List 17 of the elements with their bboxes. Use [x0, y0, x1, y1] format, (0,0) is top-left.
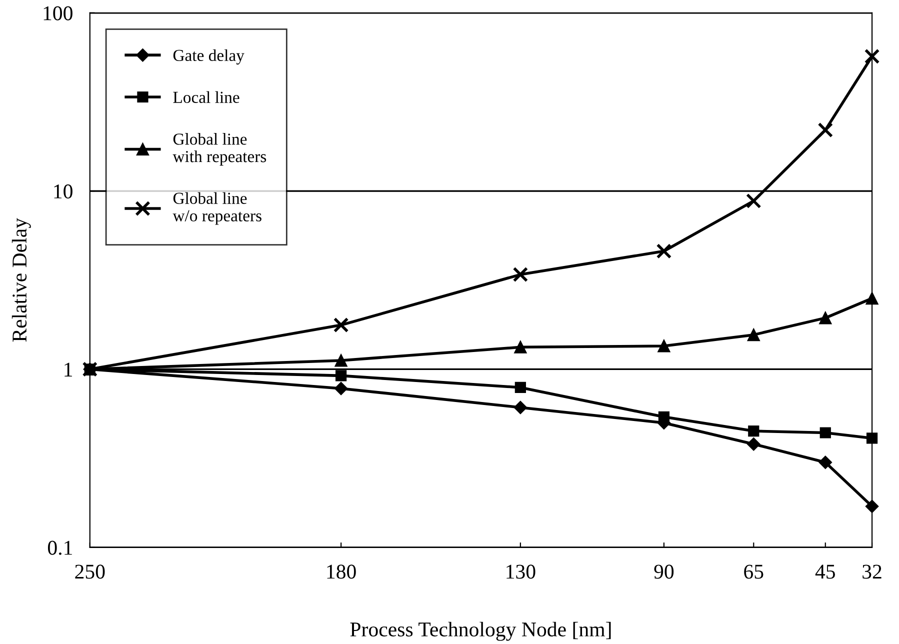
legend-label: Global line w/o repeaters [172, 192, 262, 225]
x-tick-label: 45 [815, 564, 835, 579]
y-tick-label: 10 [54, 184, 72, 198]
y-tick-label: 0.1 [48, 540, 72, 555]
y-tick-label: 1 [64, 362, 72, 376]
x-axis-title: Process Technology Node [nm] [350, 622, 611, 641]
x-tick-label: 65 [744, 564, 764, 579]
x-tick-label: 130 [506, 564, 536, 579]
x-tick-label: 180 [327, 564, 356, 579]
legend-label: Gate delay [173, 49, 244, 64]
x-tick-label: 250 [75, 564, 105, 579]
y-axis-title: Relative Delay [12, 218, 31, 342]
x-tick-label: 90 [654, 564, 674, 579]
legend-label: Local line [173, 91, 240, 103]
y-tick-label: 100 [44, 6, 72, 20]
legend-label: Global line with repeaters [172, 133, 266, 166]
x-tick-label: 32 [862, 564, 882, 579]
